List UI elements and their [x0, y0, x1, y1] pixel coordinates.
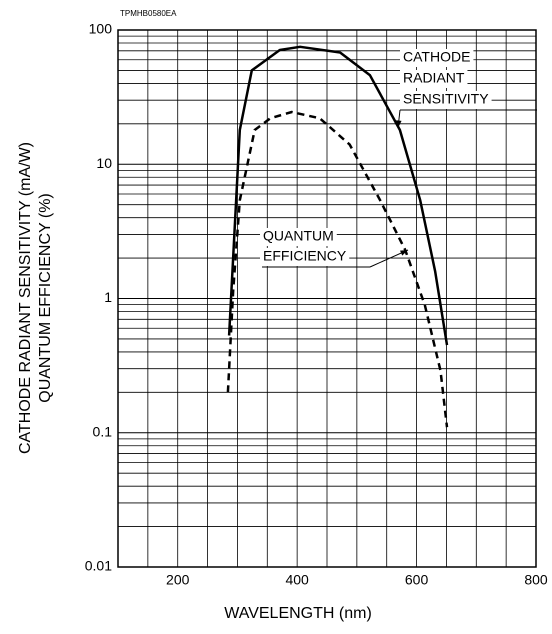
y-axis-label-line: CATHODE RADIANT SENSITIVITY (mA/W) — [17, 142, 34, 454]
x-tick-label: 800 — [524, 572, 548, 588]
y-tick-label: 0.1 — [93, 423, 113, 439]
series-label: EFFICIENCY — [263, 248, 347, 264]
x-tick-label: 200 — [166, 572, 190, 588]
x-axis-label: WAVELENGTH (nm) — [224, 605, 372, 622]
y-tick-label: 100 — [89, 21, 113, 37]
label-bg — [400, 49, 474, 67]
label-bg — [400, 70, 468, 88]
y-axis-label-line: QUANTUM EFFICIENCY (%) — [37, 193, 54, 402]
label-bg — [260, 228, 337, 246]
y-tick-label: 1 — [104, 289, 112, 305]
series-line — [226, 110, 449, 428]
figure-code: TPMHB0580EA — [120, 9, 177, 18]
series-line — [227, 45, 449, 346]
x-tick-label: 400 — [285, 572, 309, 588]
series-label: CATHODE — [403, 49, 470, 65]
y-tick-label: 0.01 — [85, 558, 112, 574]
label-bg — [260, 248, 350, 266]
series-label: RADIANT — [403, 70, 465, 86]
y-tick-label: 10 — [96, 155, 112, 171]
y-axis-label: CATHODE RADIANT SENSITIVITY (mA/W) QUANT… — [17, 142, 54, 454]
x-tick-label: 600 — [405, 572, 429, 588]
label-bg — [400, 91, 492, 109]
series-label: SENSITIVITY — [403, 91, 489, 107]
series-label: QUANTUM — [263, 228, 334, 244]
leader-arrow — [396, 120, 402, 128]
plot-frame — [117, 29, 537, 568]
leader-arrow — [400, 250, 408, 256]
